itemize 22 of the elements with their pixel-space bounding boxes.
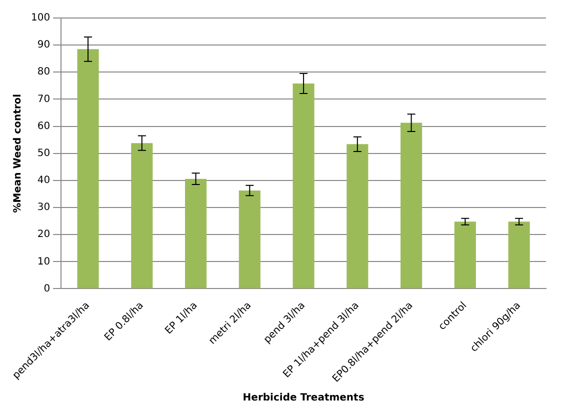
bar	[131, 143, 153, 288]
bar	[77, 49, 99, 288]
bar	[454, 222, 476, 288]
bar	[185, 178, 207, 288]
y-tick-label: 70	[37, 94, 50, 105]
y-tick-label: 90	[37, 40, 50, 51]
bar	[400, 122, 422, 288]
y-tick-label: 60	[37, 120, 50, 132]
y-tick-label: 20	[37, 229, 50, 240]
bar	[346, 144, 368, 288]
x-axis-title: Herbicide Treatments	[242, 392, 364, 404]
y-tick-label: 40	[37, 175, 50, 186]
y-axis-title: %Mean Weed control	[12, 94, 24, 213]
bar	[238, 190, 260, 288]
y-tick-label: 30	[37, 202, 50, 214]
y-tick-label: 0	[44, 283, 50, 294]
y-tick-label: 80	[37, 66, 50, 78]
y-tick-label: 100	[30, 12, 50, 24]
bar	[508, 222, 530, 288]
y-tick-label: 50	[37, 148, 50, 159]
bar	[292, 84, 314, 288]
y-tick-label: 10	[37, 256, 50, 268]
